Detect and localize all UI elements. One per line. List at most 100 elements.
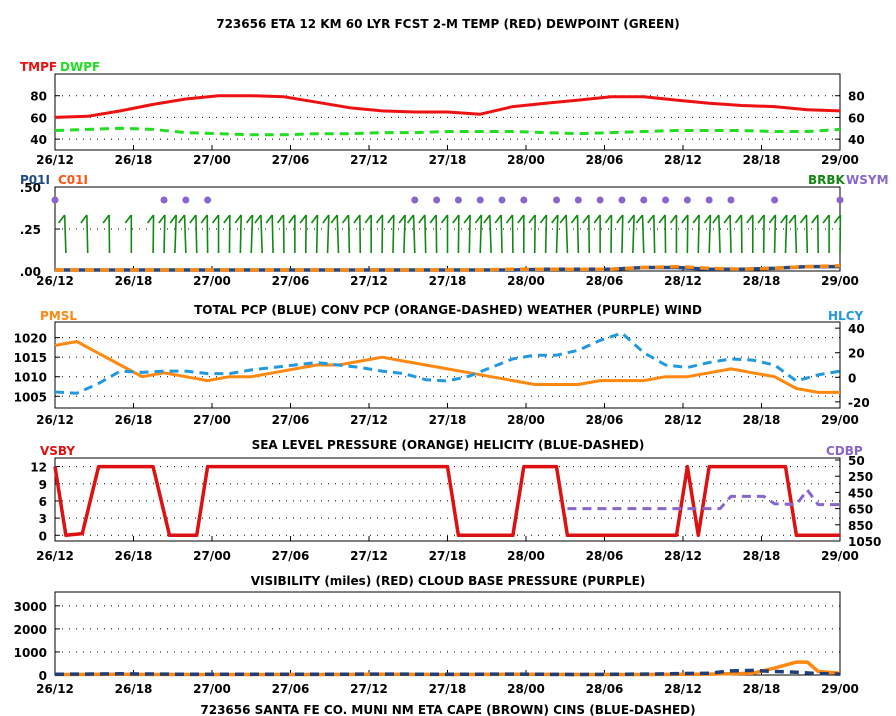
wsym-label: WSYM — [846, 173, 889, 187]
x-tick-label: 28/18 — [743, 682, 781, 696]
weather-symbol — [574, 196, 582, 204]
weather-symbol — [640, 196, 648, 204]
wind-barb-flag — [310, 214, 319, 224]
y-tick-label-right: 0 — [848, 371, 856, 385]
wind-barb — [718, 214, 721, 254]
wind-barb-flag — [330, 214, 338, 224]
wind-barb-flag — [757, 214, 765, 224]
y-tick-label: 1005 — [14, 390, 47, 404]
series-vsby — [53, 464, 840, 538]
y-tick-label: 9 — [39, 478, 47, 492]
wind-barb — [63, 214, 67, 254]
x-tick-label: 27/06 — [272, 153, 310, 167]
wind-barb-flag — [452, 214, 460, 224]
wind-barb — [565, 214, 569, 254]
wind-barb-flag — [102, 214, 110, 224]
weather-symbol — [705, 196, 713, 204]
wind-barb — [347, 214, 351, 254]
wind-barb-flag — [483, 214, 491, 224]
x-tick-label: 26/18 — [115, 549, 153, 563]
x-tick-label: 27/00 — [193, 153, 231, 167]
wind-barb-flag — [559, 214, 567, 224]
wind-barb — [805, 214, 809, 254]
wind-barb-flag — [539, 214, 548, 224]
x-tick-label: 29/00 — [821, 413, 859, 427]
weather-symbol — [160, 196, 168, 204]
weather-symbol — [662, 196, 670, 204]
y-tick-label-right: 80 — [848, 90, 865, 104]
wind-barb-flag — [474, 214, 483, 224]
y-tick-label-right: 40 — [848, 322, 865, 336]
weather-symbol — [433, 196, 441, 204]
x-tick-label: 27/18 — [429, 549, 467, 563]
series-pmsl — [54, 340, 840, 394]
x-tick-label: 28/06 — [586, 682, 624, 696]
x-tick-label: 27/00 — [193, 274, 231, 288]
x-tick-label: 28/18 — [743, 413, 781, 427]
wind-barb — [641, 214, 645, 254]
weather-symbol — [498, 196, 506, 204]
wind-barb-flag — [822, 214, 830, 224]
wind-barb-flag — [387, 214, 395, 224]
wind-barb — [86, 214, 89, 254]
wind-barb-flag — [245, 214, 254, 224]
wind-barb-flag — [551, 214, 559, 224]
x-tick-label: 26/12 — [36, 413, 74, 427]
x-tick-label: 28/06 — [586, 274, 624, 288]
series-cape — [54, 660, 841, 677]
wind-barb-flag — [299, 214, 307, 224]
wind-barb-flag — [223, 214, 231, 224]
x-tick-label: 27/12 — [350, 274, 388, 288]
wind-barb-flag — [635, 214, 644, 224]
wind-barb-flag — [265, 214, 273, 224]
x-tick-label: 28/12 — [664, 413, 702, 427]
wind-barb — [392, 214, 395, 254]
wind-barb — [653, 214, 656, 254]
x-tick-label: 26/12 — [36, 549, 74, 563]
x-tick-label: 27/12 — [350, 413, 388, 427]
weather-symbol — [51, 196, 59, 204]
x-tick-label: 28/00 — [507, 682, 545, 696]
y-tick-label: 1015 — [14, 351, 47, 365]
y-tick-label: .00 — [20, 265, 41, 279]
wind-barb — [773, 214, 777, 254]
wind-barb-flag — [669, 214, 678, 224]
y-tick-label-right: 650 — [848, 503, 873, 517]
x-tick-label: 26/18 — [115, 274, 153, 288]
panel-frame — [54, 321, 841, 409]
x-tick-label: 27/06 — [272, 682, 310, 696]
wind-barb-flag — [746, 214, 754, 224]
wind-barb — [183, 214, 187, 254]
x-tick-label: 28/18 — [743, 274, 781, 288]
wind-barb — [708, 214, 712, 254]
wind-barb-flag — [58, 214, 66, 224]
wind-barb — [424, 214, 427, 254]
weather-symbol — [618, 196, 626, 204]
wind-barb-flag — [169, 214, 177, 224]
x-tick-label: 29/00 — [821, 153, 859, 167]
wind-barb-flag — [234, 214, 242, 224]
wind-barb — [326, 214, 330, 254]
wind-barb-flag — [440, 214, 449, 224]
dwpf-label: DWPF — [60, 60, 100, 74]
y-tick-label: 1010 — [14, 371, 47, 385]
wind-barb — [250, 214, 254, 254]
wind-barb — [784, 214, 788, 254]
wind-barb-flag — [799, 214, 808, 224]
weather-symbol — [836, 196, 844, 204]
y-tick-label: 1020 — [14, 332, 47, 346]
x-tick-label: 26/12 — [36, 682, 74, 696]
wind-barb-flag — [288, 214, 296, 224]
wind-barb-flag — [528, 214, 536, 224]
wind-barb-flag — [177, 214, 186, 224]
wind-barb-flag — [811, 214, 819, 224]
y-tick-label: 40 — [30, 133, 47, 147]
x-tick-label: 28/12 — [664, 549, 702, 563]
wind-barb-flag — [146, 214, 155, 224]
wind-barb-flag — [494, 214, 502, 224]
wind-barb-flag — [418, 214, 426, 224]
x-tick-label: 28/12 — [664, 153, 702, 167]
weather-symbol — [553, 196, 561, 204]
series-tmpf — [54, 94, 841, 119]
